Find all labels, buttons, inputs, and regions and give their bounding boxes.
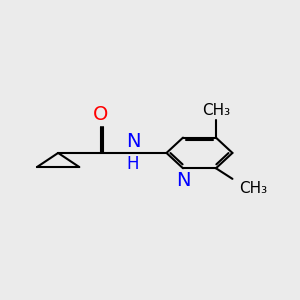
Text: H: H: [127, 155, 139, 173]
Text: CH₃: CH₃: [239, 181, 268, 196]
Text: O: O: [93, 105, 108, 124]
Text: N: N: [126, 132, 140, 151]
Text: N: N: [176, 171, 190, 190]
Text: CH₃: CH₃: [202, 103, 230, 118]
